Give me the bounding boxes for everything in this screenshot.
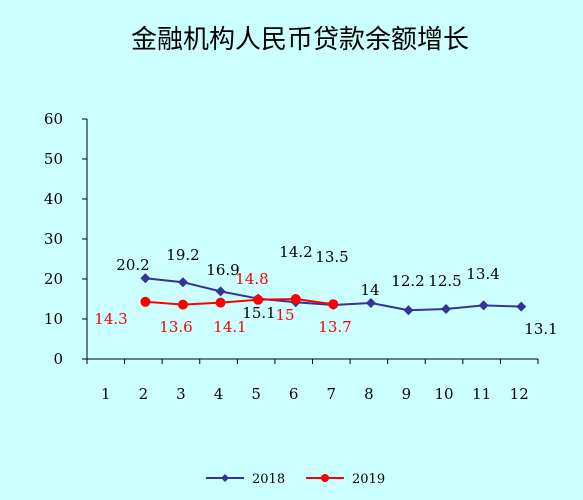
- data-point-2019: [290, 294, 301, 304]
- series-line-2019: [145, 297, 334, 306]
- y-tick-labels: 0 10 20 30 40 50 60: [44, 110, 63, 368]
- data-point-2019: [215, 297, 226, 308]
- axes: [82, 118, 539, 364]
- data-labels: 20.2 19.2 16.9 15.1 14.2 13.5 14 12.2 12.5 13.4 13…: [94, 243, 557, 338]
- data-point-2019: [328, 299, 339, 310]
- data-label-2019: 15: [275, 306, 294, 324]
- x-tick-label: 8: [364, 385, 374, 403]
- data-point-2019: [140, 296, 151, 307]
- x-tick-labels: 1 2 3 4 5 6 7 8 9 10 11 12: [101, 385, 529, 403]
- data-point-2018: [441, 304, 452, 314]
- data-point-2018: [365, 298, 376, 308]
- data-label-2019: 13.7: [318, 318, 351, 336]
- data-point-2018: [140, 273, 151, 284]
- data-label-2018: 16.9: [206, 261, 239, 279]
- legend-marker-2018: [221, 474, 229, 482]
- data-point-2018: [478, 300, 489, 311]
- x-tick-label: 9: [402, 385, 412, 403]
- y-tick-label: 50: [44, 150, 63, 168]
- data-point-2018: [215, 286, 226, 297]
- data-label-2018: 13.5: [315, 248, 348, 266]
- data-label-2018: 14: [360, 281, 379, 299]
- x-tick-label: 5: [251, 385, 261, 403]
- legend-marker-2019: [321, 474, 329, 482]
- data-label-2018: 15.1: [242, 304, 275, 322]
- y-tick-label: 10: [44, 310, 63, 328]
- x-tick-label: 6: [289, 385, 299, 403]
- data-point-2018: [516, 301, 527, 312]
- x-tick-label: 12: [510, 385, 529, 403]
- data-point-2018: [177, 277, 188, 288]
- x-tick-label: 10: [434, 385, 453, 403]
- y-tick-label: 40: [44, 190, 63, 208]
- x-tick-label: 4: [214, 385, 224, 403]
- data-point-2019: [253, 294, 264, 305]
- x-tick-label: 7: [327, 385, 337, 403]
- data-point-2019: [177, 299, 188, 310]
- x-tick-label: 3: [176, 385, 186, 403]
- data-label-2019: 14.1: [213, 318, 246, 336]
- x-tick-label: 2: [139, 385, 149, 403]
- data-label-2018: 19.2: [166, 246, 199, 264]
- legend: 2018 2019: [206, 472, 385, 487]
- x-tick-label: 1: [101, 385, 111, 403]
- data-point-2018: [403, 305, 414, 316]
- y-tick-label: 20: [44, 270, 63, 288]
- legend-label-2019: 2019: [352, 472, 385, 487]
- series-layer: [140, 273, 527, 316]
- data-label-2018: 13.1: [524, 320, 557, 338]
- data-label-2018: 12.5: [428, 272, 461, 290]
- data-label-2019: 13.6: [159, 318, 192, 336]
- y-tick-label: 30: [44, 230, 63, 248]
- chart-title: 金融机构人民币贷款余额增长: [131, 25, 469, 55]
- data-label-2018: 12.2: [391, 272, 424, 290]
- legend-label-2018: 2018: [252, 472, 285, 487]
- data-label-2018: 20.2: [116, 256, 149, 274]
- data-label-2018: 13.4: [466, 265, 499, 283]
- y-tick-label: 0: [53, 350, 63, 368]
- data-label-2019: 14.8: [235, 270, 268, 288]
- x-tick-label: 11: [472, 385, 491, 403]
- data-label-2019: 14.3: [94, 310, 127, 328]
- y-tick-label: 60: [44, 110, 63, 128]
- data-label-2018: 14.2: [279, 243, 312, 261]
